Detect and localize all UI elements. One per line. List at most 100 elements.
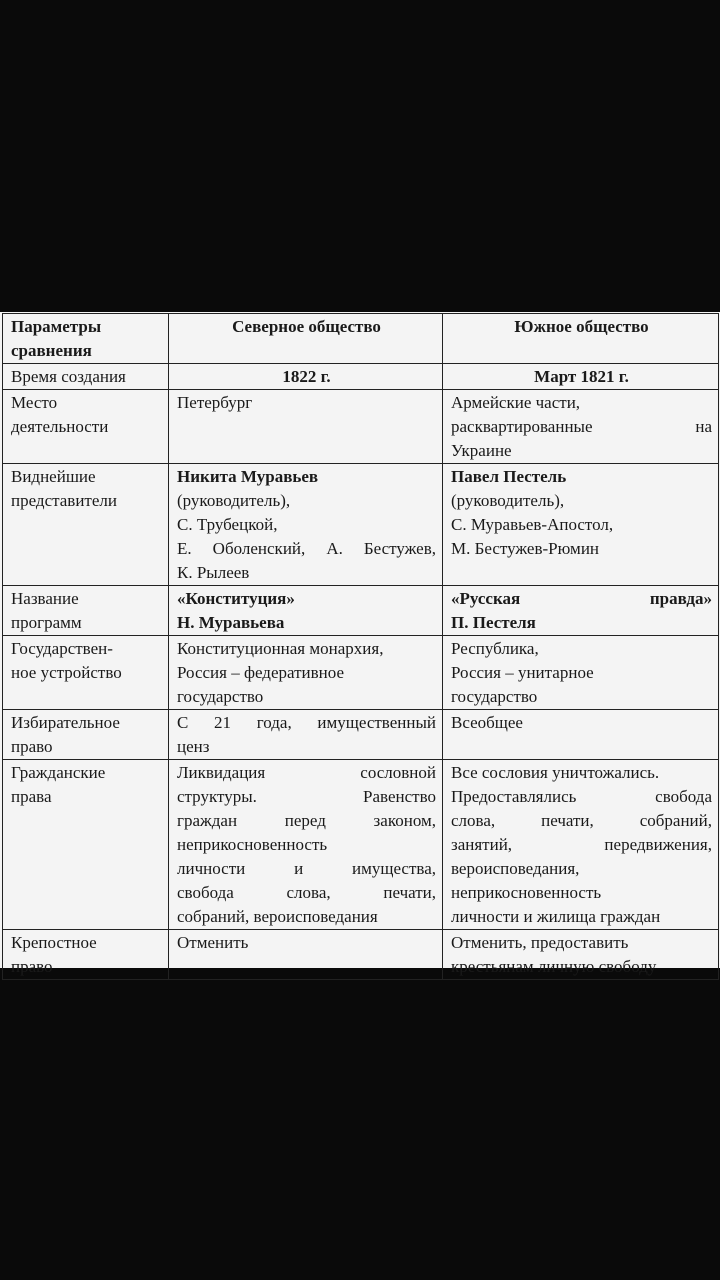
cell-line: Название — [11, 589, 79, 608]
cell-line: крестьянам личную свободу — [451, 957, 657, 976]
cell-line: Время создания — [11, 367, 126, 386]
cell-line: П. Пестеля — [451, 613, 536, 632]
cell-line: ное устройство — [11, 663, 122, 682]
cell-line: собраний, вероисповедания — [177, 907, 378, 926]
table-cell: Крепостное право — [2, 929, 169, 980]
cell-line: ценз — [177, 737, 210, 756]
cell-line: Место — [11, 393, 58, 412]
cell-line: Южное общество — [514, 317, 649, 336]
cell-line: программ — [11, 613, 82, 632]
cell-line: сравнения — [11, 341, 92, 360]
cell-line: деятельности — [11, 417, 109, 436]
cell-line: Н. Муравьева — [177, 613, 285, 632]
cell-line: граждан перед законом, — [177, 811, 436, 830]
cell-line: 1822 г. — [282, 367, 331, 386]
table-cell: Конституционная монархия, Россия – федера… — [168, 635, 443, 710]
cell-line: вероисповедания, — [451, 859, 580, 878]
cell-line: личности и жилища граждан — [451, 907, 661, 926]
table-cell: Все сословия уничтожались. Предоставлялис… — [442, 759, 719, 930]
table-cell: 1822 г. — [168, 363, 443, 390]
table-cell: «Русская правда» П. Пестеля — [442, 585, 719, 636]
cell-line: Март 1821 г. — [534, 367, 629, 386]
table-row: Время создания 1822 г. Март 1821 г. — [2, 363, 719, 390]
table-cell: С 21 года, имущественный ценз — [168, 709, 443, 760]
comparison-table: Параметры сравнения Северное общество Южное… — [2, 313, 719, 980]
cell-line: Виднейшие — [11, 467, 96, 486]
table-cell: Гражданские права — [2, 759, 169, 930]
cell-line: свобода слова, печати, — [177, 883, 436, 902]
table-row: Гражданские права Ликвидация сословной стру… — [2, 759, 719, 930]
table-cell: Армейские части, расквартированные на Укра… — [442, 389, 719, 464]
table-cell: Павел Пестель (руководитель), С. Муравьев-… — [442, 463, 719, 586]
table-cell: Параметры сравнения — [2, 313, 169, 364]
table-cell: Избирательное право — [2, 709, 169, 760]
cell-line: Никита Муравьев — [177, 467, 319, 486]
cell-line: Предоставлялись свобода — [451, 787, 712, 806]
cell-line: расквартированные на — [451, 417, 712, 436]
table-cell: Отменить, предоставить крестьянам личную … — [442, 929, 719, 980]
cell-line: право — [11, 737, 53, 756]
table-row: Избирательное право С 21 года, имущественн… — [2, 709, 719, 760]
cell-line: государство — [177, 687, 264, 706]
table-cell: Виднейшие представители — [2, 463, 169, 586]
table-cell: Южное общество — [442, 313, 719, 364]
cell-line: Отменить, предоставить — [451, 933, 629, 952]
document-photo: Параметры сравнения Северное общество Южное… — [0, 312, 720, 980]
cell-line: неприкосновенность — [451, 883, 602, 902]
cell-line: личности и имущества, — [177, 859, 436, 878]
cell-line: С. Трубецкой, — [177, 515, 278, 534]
cell-line: Россия – унитарное — [451, 663, 594, 682]
table-cell: Северное общество — [168, 313, 443, 364]
table-cell: Название программ — [2, 585, 169, 636]
cell-line: права — [11, 787, 52, 806]
table-cell: Место деятельности — [2, 389, 169, 464]
table-row: Государствен-ное устройство Конституционн… — [2, 635, 719, 710]
cell-line: Е. Оболенский, А. Бестужев, — [177, 539, 436, 558]
cell-line: Крепостное — [11, 933, 97, 952]
cell-line: (руководитель), — [451, 491, 565, 510]
table-cell: Отменить — [168, 929, 443, 980]
cell-line: К. Рылеев — [177, 563, 250, 582]
cell-line: М. Бестужев-Рюмин — [451, 539, 600, 558]
cell-line: право — [11, 957, 53, 976]
cell-line: Всеобщее — [451, 713, 523, 732]
cell-line: Республика, — [451, 639, 539, 658]
cell-line: неприкосновенность — [177, 835, 328, 854]
cell-line: Россия – федеративное — [177, 663, 345, 682]
cell-line: Отменить — [177, 933, 249, 952]
cell-line: Конституционная монархия, — [177, 639, 384, 658]
cell-line: Гражданские — [11, 763, 106, 782]
table-cell: Республика, Россия – унитарное государство — [442, 635, 719, 710]
table-cell: Никита Муравьев (руководитель), С. Трубецк… — [168, 463, 443, 586]
table-cell: Март 1821 г. — [442, 363, 719, 390]
table-cell: Государствен-ное устройство — [2, 635, 169, 710]
cell-line: слова, печати, собраний, — [451, 811, 712, 830]
cell-line: государство — [451, 687, 538, 706]
table-row: Место деятельности Петербург Армейские част… — [2, 389, 719, 464]
cell-line: Павел Пестель — [451, 467, 567, 486]
cell-line: С 21 года, имущественный — [177, 713, 436, 732]
cell-line: Параметры — [11, 317, 102, 336]
cell-line: «Русская правда» — [451, 589, 712, 608]
table-row: Крепостное право Отменить Отменить, предост… — [2, 929, 719, 980]
table-cell: Всеобщее — [442, 709, 719, 760]
cell-line: структуры. Равенство — [177, 787, 436, 806]
table-cell: Ликвидация сословной структуры. Равенство… — [168, 759, 443, 930]
cell-line: Украине — [451, 441, 512, 460]
cell-line: занятий, передвижения, — [451, 835, 712, 854]
cell-line: представители — [11, 491, 117, 510]
cell-line: Ликвидация сословной — [177, 763, 436, 782]
table-cell: Петербург — [168, 389, 443, 464]
cell-line: Петербург — [177, 393, 253, 412]
cell-line: «Конституция» — [177, 589, 295, 608]
cell-line: С. Муравьев-Апостол, — [451, 515, 614, 534]
cell-line: (руководитель), — [177, 491, 291, 510]
table-cell: «Конституция» Н. Муравьева — [168, 585, 443, 636]
table-row: Название программ «Конституция» Н. Муравьев… — [2, 585, 719, 636]
cell-line: Северное общество — [232, 317, 381, 336]
table-row: Параметры сравнения Северное общество Южное… — [2, 313, 719, 364]
cell-line: Государствен- — [11, 639, 113, 658]
cell-line: Все сословия уничтожались. — [451, 763, 660, 782]
table-row: Виднейшие представители Никита Муравьев (ру… — [2, 463, 719, 586]
